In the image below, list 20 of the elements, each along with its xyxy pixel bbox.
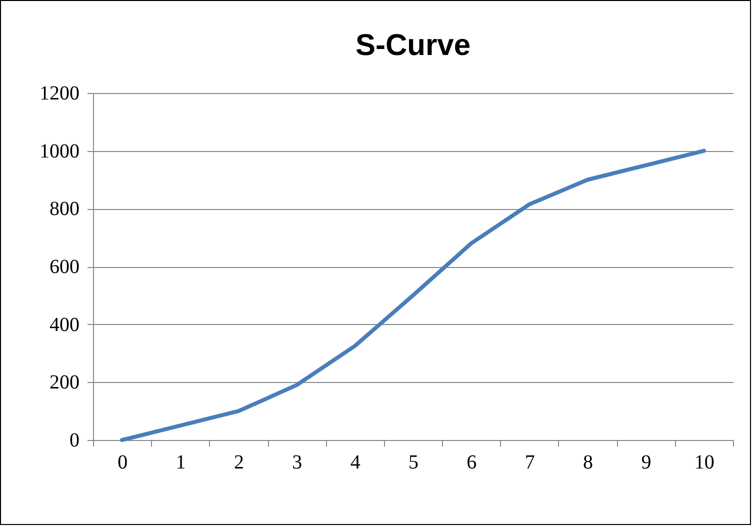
y-tick-label: 1000: [40, 140, 80, 162]
x-tick-label: 7: [524, 452, 535, 474]
y-tick-label: 400: [50, 314, 80, 336]
x-tick-label: 6: [466, 452, 477, 474]
x-tick-label: 9: [641, 452, 652, 474]
chart-title: S-Curve: [355, 29, 471, 62]
line-series: [120, 148, 706, 442]
x-tick-label: 2: [234, 452, 244, 474]
y-tick-label: 1200: [40, 82, 80, 104]
y-tick-label: 0: [70, 430, 80, 452]
y-tick-label: 200: [50, 372, 80, 394]
y-tick-label: 600: [50, 256, 80, 278]
x-tick-label: 8: [583, 452, 594, 474]
y-tick-label: 800: [50, 198, 80, 220]
x-tick-label: 3: [292, 452, 302, 474]
x-tick-label: 0: [118, 452, 128, 474]
x-tick-label: 1: [176, 452, 186, 474]
x-tick-label: 10: [694, 452, 714, 474]
x-tick-label: 5: [408, 452, 418, 474]
x-tick-label: 4: [350, 452, 360, 474]
